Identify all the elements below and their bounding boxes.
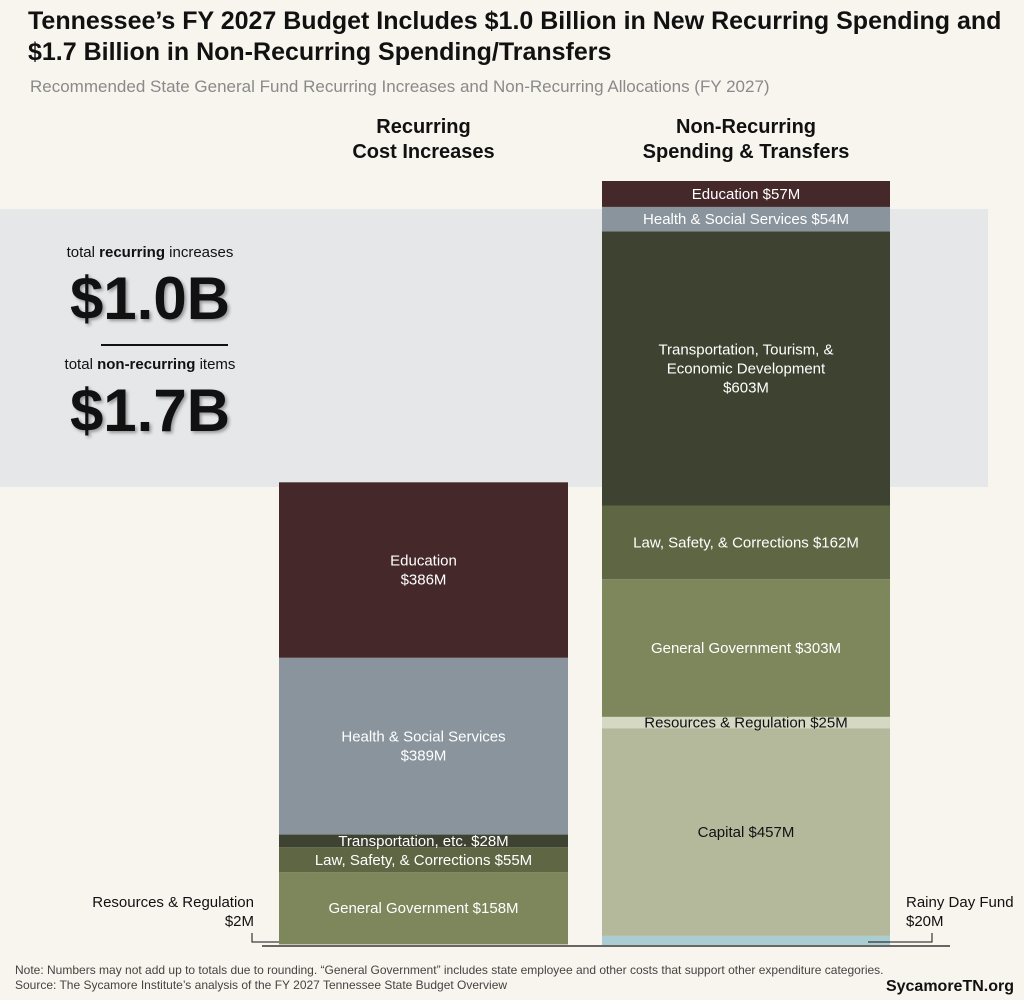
totals-divider: [101, 344, 228, 346]
bar-segment-general-government: [602, 579, 890, 717]
segment-label-transportation-etc: Transportation, etc. $28M: [338, 833, 508, 850]
segment-label-education: Education $57M: [692, 186, 800, 203]
bar-segment-education: [602, 181, 890, 207]
chart-note: Note: Numbers may not add up to totals d…: [15, 963, 884, 992]
segment-label-health-social-services: $389M: [401, 748, 447, 765]
brand-logo-text: SycamoreTN.org: [885, 978, 1014, 995]
nonrecurring-total-label: total non-recurring items: [64, 356, 236, 373]
segment-label-transportation-tourism-economic-development: $603M: [723, 379, 769, 396]
segment-label-transportation-tourism-economic-development: Economic Development: [667, 360, 826, 377]
column-header-recurring: Recurring Cost Increases: [352, 116, 495, 163]
bar-segment-law-safety-corrections: [279, 847, 568, 873]
segment-label-health-social-services: Health & Social Services: [341, 729, 505, 746]
segment-label-rainy-day-fund: Rainy Day Fund $20M: [906, 894, 1014, 930]
bar-segment-resources-regulation: [602, 716, 890, 729]
callout-line-right: [868, 933, 933, 943]
column-header-nonrecurring: Non-Recurring Spending & Transfers: [642, 116, 850, 163]
segment-label-capital: Capital $457M: [698, 824, 795, 841]
segment-label-resources-regulation: Resources & Regulation $2M: [92, 894, 254, 930]
nonrecurring-total-value: $1.7B: [69, 377, 231, 444]
segment-label-resources-regulation: Resources & Regulation $25M: [644, 715, 847, 732]
segment-label-general-government: General Government $158M: [328, 900, 518, 917]
segment-label-education: $386M: [401, 572, 447, 589]
bar-segment-capital: [602, 728, 890, 936]
recurring-total-value: $1.0B: [69, 265, 231, 332]
segment-label-health-social-services: Health & Social Services $54M: [643, 211, 849, 228]
segment-label-general-government: General Government $303M: [651, 640, 841, 657]
segment-label-law-safety-corrections: Law, Safety, & Corrections $55M: [315, 852, 532, 869]
bar-segment-resources-regulation: [279, 944, 568, 945]
bar-segment-health-social-services: [602, 206, 890, 232]
bar-segment-transportation-tourism-economic-development: [602, 231, 890, 506]
bar-segment-health-social-services: [279, 657, 568, 835]
bar-segment-transportation-etc: [279, 834, 568, 848]
segment-label-transportation-tourism-economic-development: Transportation, Tourism, &: [658, 341, 833, 358]
bar-segment-law-safety-corrections: [602, 505, 890, 580]
recurring-total-label: total recurring increases: [66, 244, 234, 261]
chart-subtitle: Recommended State General Fund Recurring…: [30, 77, 770, 96]
segment-label-law-safety-corrections: Law, Safety, & Corrections $162M: [633, 534, 859, 551]
bar-segment-education: [279, 482, 568, 658]
segment-label-education: Education: [390, 553, 457, 570]
bar-segment-rainy-day-fund: [602, 935, 890, 945]
chart-title: Tennessee’s FY 2027 Budget Includes $1.0…: [28, 7, 1002, 66]
bar-segment-general-government: [279, 872, 568, 945]
